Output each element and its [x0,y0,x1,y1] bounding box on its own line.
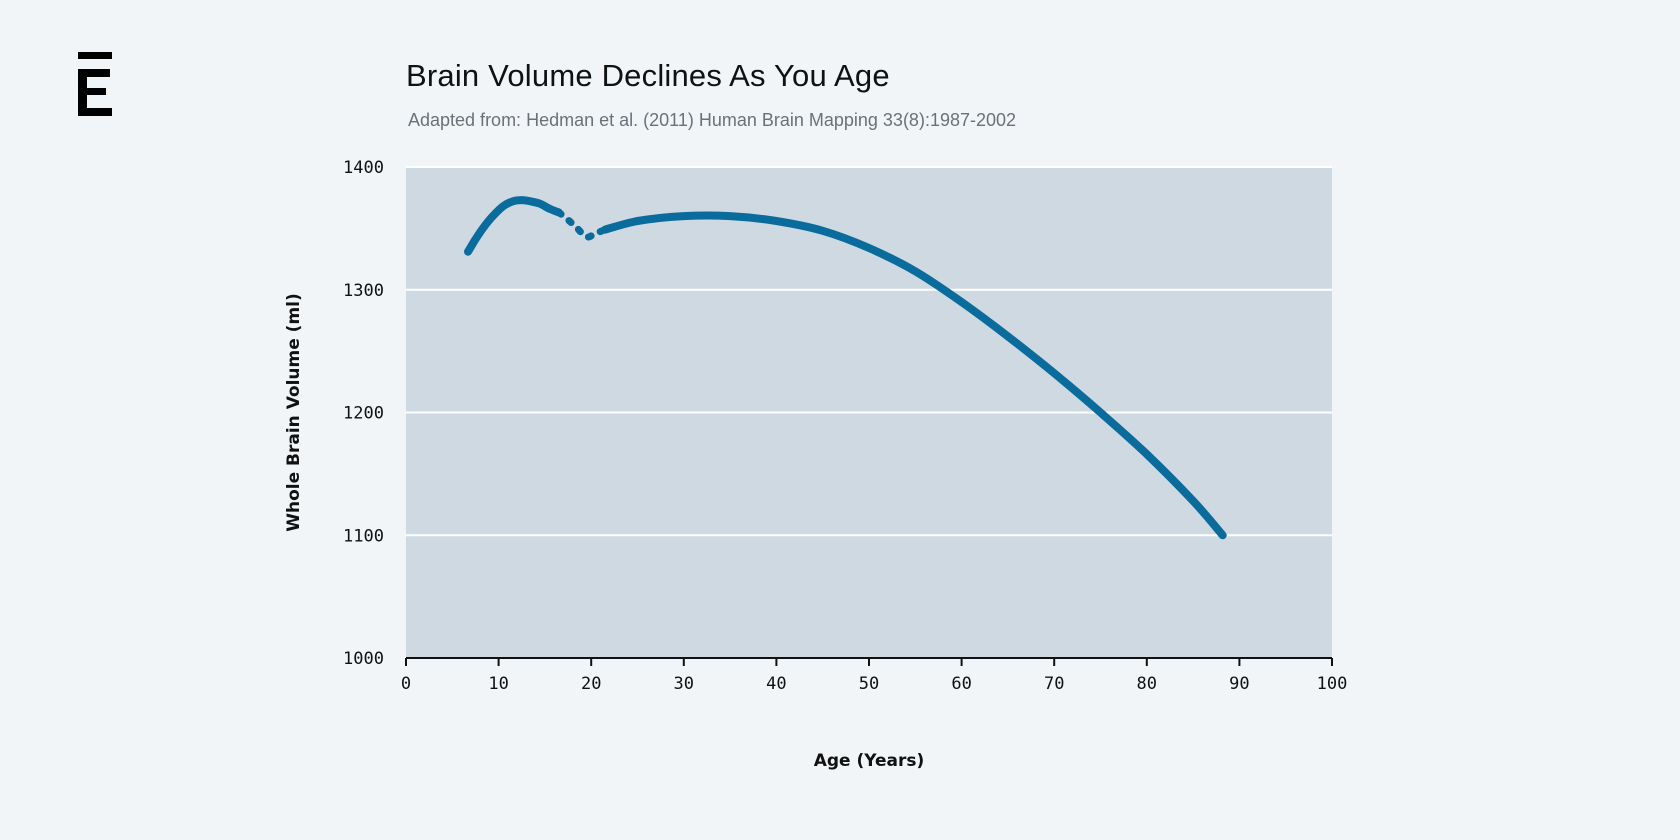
x-axis-ticks: 0 10 20 30 40 50 60 70 80 90 100 [401,658,1347,694]
x-tick-label-50: 50 [859,674,879,694]
x-tick-label-30: 30 [674,674,694,694]
x-tick-label-70: 70 [1044,674,1064,694]
y-axis-label: Whole Brain Volume (ml) [284,293,304,532]
chart-title: Brain Volume Declines As You Age [406,58,890,93]
x-tick-label-40: 40 [766,674,786,694]
y-tick-label-1400: 1400 [343,158,384,178]
chart-subtitle: Adapted from: Hedman et al. (2011) Human… [408,110,1017,130]
y-tick-label-1000: 1000 [343,649,384,669]
series-line-3-solid [601,211,1227,540]
x-tick-label-10: 10 [488,674,508,694]
x-axis-label: Age (Years) [814,751,925,771]
series-line-2-dotted [555,208,609,241]
e-macron-logo-icon [78,52,112,116]
data-series [464,196,1227,540]
x-tick-label-100: 100 [1317,674,1348,694]
series-line-1-solid [464,196,563,256]
y-tick-label-1100: 1100 [343,526,384,546]
y-tick-label-1300: 1300 [343,281,384,301]
x-tick-label-0: 0 [401,674,411,694]
gridlines [406,166,1332,537]
y-axis-ticks: 1000 1100 1200 1300 1400 [343,158,384,669]
x-tick-label-60: 60 [951,674,971,694]
x-tick-label-90: 90 [1229,674,1249,694]
x-tick-label-80: 80 [1137,674,1157,694]
y-tick-label-1200: 1200 [343,404,384,424]
x-tick-label-20: 20 [581,674,601,694]
